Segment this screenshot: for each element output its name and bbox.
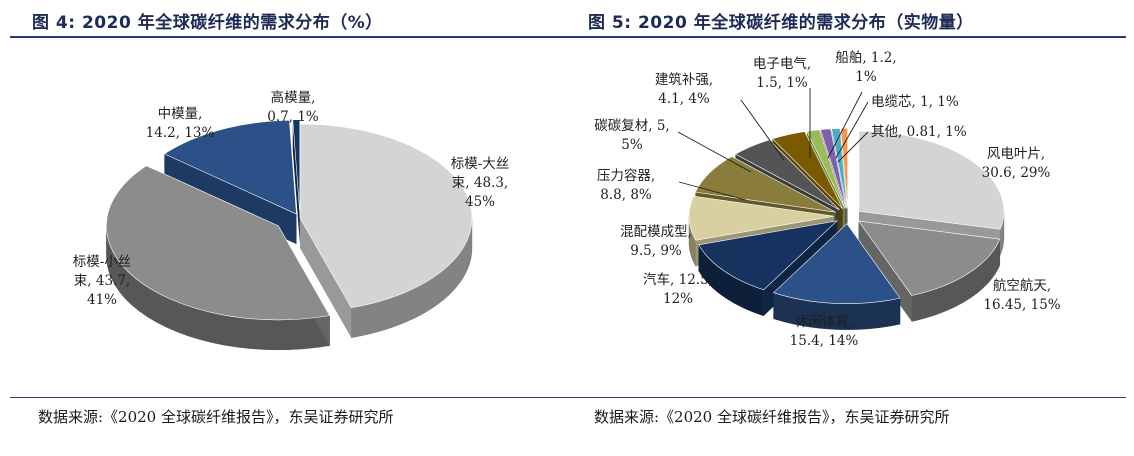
slice-label: 中模量, 14.2, 13%: [146, 106, 215, 141]
pie-slice-压力容器: [694, 156, 836, 213]
pie-slice-建筑补强: [771, 131, 844, 210]
pie-slice-side: [300, 218, 352, 338]
chart-title: 图 5: 2020 年全球碳纤维的需求分布（实物量）: [588, 13, 974, 33]
title-rule: [566, 36, 1126, 38]
slice-label: 休闲体育, 15.4, 14%: [790, 314, 859, 349]
slice-label: 高模量, 0.7, 1%: [267, 89, 319, 125]
slice-label: 电子电气, 1.5, 1%: [753, 56, 811, 91]
pie-slice-标模-大丝: [299, 123, 473, 309]
leader-line: [677, 131, 752, 173]
slice-label: 碳碳复材, 5, 5%: [594, 117, 669, 153]
pie-slice-side: [292, 119, 300, 244]
pie-slice-风电叶片: [858, 130, 1005, 230]
pie-top-faces: [106, 119, 473, 321]
pie-top-faces: [688, 127, 1005, 304]
chart-source: 数据来源:《2020 全球碳纤维报告》，东吴证券研究所: [594, 408, 950, 426]
slice-label: 船舶, 1.2, 1%: [835, 50, 896, 85]
pie-slice-汽车12.5: [698, 220, 838, 291]
pie-slice-混配模成型: [688, 195, 835, 241]
pie-slice-船舶1.2: [820, 128, 847, 209]
leader-line: [835, 101, 869, 159]
pie-chart-demand-physical: 风电叶片, 30.6, 29% 航空航天, 16.45, 15% 休闲体育, 15.4, …: [594, 50, 1061, 349]
slice-label: 混配模成型, 9.5, 9%: [620, 224, 692, 259]
source-rule: [566, 397, 1126, 398]
chart-panel-right: 图 5: 2020 年全球碳纤维的需求分布（实物量） 风电叶片, 30.6, 29…: [566, 0, 1126, 456]
pie-chart-demand-percent: 标模-大丝束, 48.3, 45% 标模-小丝束, 43.7, 41% 中模量, 14.2…: [73, 89, 510, 351]
pie-slice-高模量: [292, 119, 301, 214]
chart-title: 图 4: 2020 年全球碳纤维的需求分布（%）: [32, 13, 383, 33]
chart-panel-left: 图 4: 2020 年全球碳纤维的需求分布（%） 标模-大丝束, 48.3, 45…: [10, 0, 570, 456]
leader-line: [678, 181, 747, 201]
pie-slice-休闲体育: [772, 223, 901, 304]
slice-label: 航空航天, 16.45, 15%: [983, 278, 1060, 313]
slice-label: 其他, 0.81, 1%: [871, 124, 967, 140]
slice-label: 电缆芯, 1, 1%: [871, 94, 959, 110]
leader-line: [740, 99, 785, 161]
chart-source: 数据来源:《2020 全球碳纤维报告》，东吴证券研究所: [38, 408, 394, 426]
pie-slice-电子电气: [806, 129, 846, 209]
slice-label: 压力容器, 8.8, 8%: [597, 167, 655, 203]
pie-slice-电缆芯11: [831, 128, 848, 209]
leader-line: [827, 91, 863, 159]
source-rule: [10, 397, 570, 398]
slice-label: 汽车, 12.5, 12%: [643, 271, 713, 307]
pie-slice-中模量: [163, 119, 297, 215]
slice-label: 标模-大丝束, 48.3, 45%: [451, 156, 510, 210]
slice-label: 风电叶片, 30.6, 29%: [982, 146, 1051, 181]
pie-slice-其他0.811: [840, 127, 848, 209]
title-rule: [10, 36, 570, 38]
pie-slice-航空航天: [857, 220, 1001, 296]
slice-label: 建筑补强, 4.1, 4%: [655, 72, 713, 107]
slice-label: 标模-小丝束, 43.7, 41%: [73, 254, 132, 308]
pie-slice-标模-小丝: [106, 165, 331, 321]
leader-line: [837, 131, 869, 163]
